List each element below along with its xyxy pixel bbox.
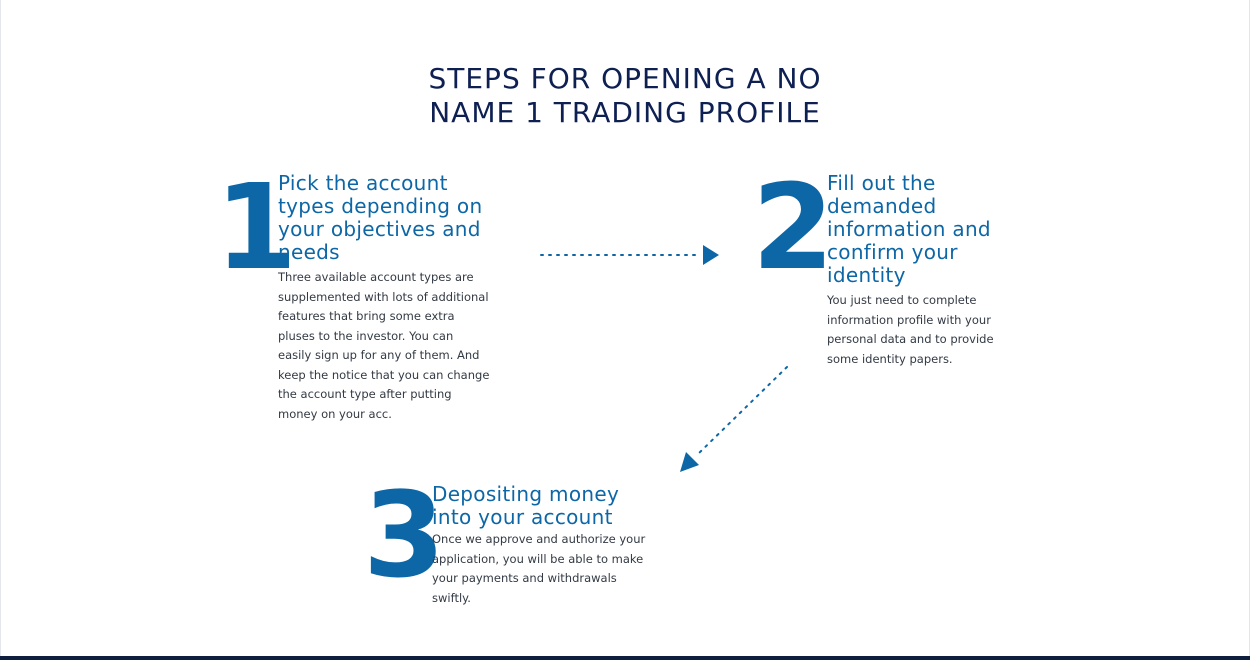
footer-bar (0, 656, 1250, 660)
step-3-heading: Depositing money into your account (432, 482, 620, 529)
dotted-arrow-down-left-icon (680, 366, 788, 472)
step-3-number: 3 (363, 466, 445, 604)
page-title: STEPS FOR OPENING A NO NAME 1 TRADING PR… (0, 62, 1250, 130)
page-title-line-1: STEPS FOR OPENING A NO (428, 62, 822, 95)
step-2-heading: Fill out the demanded information and co… (827, 171, 991, 287)
step-2-number: 2 (752, 158, 834, 296)
step-3-description: Once we approve and authorize your appli… (432, 532, 646, 605)
step-2-description: You just need to complete information pr… (827, 293, 994, 366)
page-title-line-2: NAME 1 TRADING PROFILE (429, 96, 821, 129)
dotted-arrow-right-icon (540, 245, 719, 265)
step-1-description: Three available account types are supple… (278, 270, 490, 421)
step-1-heading: Pick the account types depending on your… (278, 171, 483, 264)
step-1-number: 1 (215, 158, 297, 296)
